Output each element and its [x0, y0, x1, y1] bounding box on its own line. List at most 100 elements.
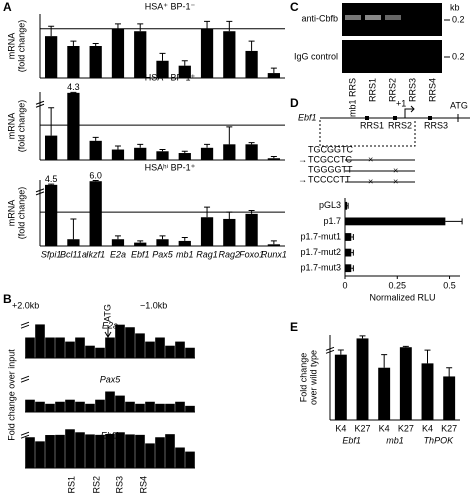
bar — [134, 31, 147, 78]
bar — [145, 401, 155, 412]
bar — [25, 337, 35, 358]
bar — [267, 158, 280, 160]
axis-break — [35, 100, 45, 108]
bar — [178, 65, 191, 78]
atg-arrow — [104, 325, 112, 338]
bar — [67, 239, 80, 246]
bar — [223, 31, 236, 78]
bar — [200, 217, 214, 246]
error-bar — [424, 349, 431, 364]
bar — [155, 403, 165, 412]
sequence: TGGGGTT — [308, 164, 353, 174]
x-tick-label: Rag2 — [219, 249, 241, 259]
bar — [223, 144, 236, 160]
error-bar — [402, 345, 409, 348]
y-label: (fold change) — [16, 20, 26, 73]
bar — [67, 46, 80, 78]
bar — [175, 401, 185, 412]
x-tick-label: Rag1 — [196, 249, 218, 259]
bar — [35, 401, 45, 412]
bar — [345, 248, 352, 257]
site-label: RRS2 — [91, 476, 101, 493]
site-label: RRS3 — [424, 120, 448, 130]
bar — [111, 239, 125, 246]
y-tick-label: p1.7-mut3 — [300, 263, 341, 273]
bar — [223, 218, 236, 246]
axis-break — [325, 346, 335, 354]
bar — [111, 28, 125, 78]
x-tick-label: Bcl11a — [60, 249, 87, 259]
bar — [156, 239, 169, 246]
error-bar — [248, 209, 255, 214]
y-label: Fold change — [298, 353, 308, 403]
bracket — [319, 120, 416, 147]
arrow: → — [298, 154, 307, 164]
gel-band — [345, 15, 361, 20]
bar — [85, 434, 95, 468]
panel-label: A — [3, 0, 12, 14]
gel-label: IgG control — [294, 51, 338, 61]
error-bar — [445, 218, 463, 225]
size-label: 0.2 — [452, 14, 465, 24]
error-bar — [159, 149, 166, 152]
site-mark — [365, 116, 369, 120]
error-bar — [70, 40, 77, 46]
error-bar — [114, 145, 121, 150]
bar — [345, 233, 352, 241]
bar — [67, 92, 80, 160]
bar — [165, 345, 175, 358]
lane-label: RRS1 — [367, 78, 377, 102]
site-mark — [393, 116, 397, 120]
bar — [25, 437, 35, 468]
x-tick-label: Sfpi1 — [41, 249, 62, 259]
bar — [145, 443, 155, 468]
error-bar — [226, 126, 233, 145]
bar — [85, 345, 95, 358]
bar — [443, 376, 456, 420]
site-label: RRS1 — [360, 120, 384, 130]
bar — [45, 337, 55, 358]
bar — [267, 73, 280, 78]
bar — [345, 201, 348, 210]
bar — [115, 324, 125, 358]
y-label: mRNA — [6, 113, 16, 140]
x-tick-label: Ikzf1 — [86, 249, 105, 259]
mutation: × — [368, 176, 373, 186]
size-label: 0.2 — [452, 51, 465, 61]
bar — [35, 441, 45, 468]
error-bar — [137, 240, 144, 243]
bar — [85, 403, 95, 412]
x-tick-label: mb1 — [176, 249, 194, 259]
bar — [35, 324, 45, 358]
error-bar — [92, 179, 99, 182]
error-bar — [226, 211, 233, 219]
site-label: RRS4 — [138, 476, 148, 493]
bar — [89, 46, 102, 78]
error-bar — [337, 349, 344, 355]
x-tick-label: E2a — [110, 249, 126, 259]
x-tick-label: Runx1 — [261, 249, 287, 259]
error-bar — [381, 354, 388, 368]
error-bar — [181, 237, 188, 241]
bar — [65, 429, 75, 468]
bar — [105, 391, 115, 412]
error-bar — [204, 143, 211, 148]
error-bar — [204, 20, 211, 29]
bar — [155, 437, 165, 468]
site-label: RRS1 — [66, 476, 76, 493]
bar — [75, 401, 85, 412]
x-tick-label: K27 — [398, 423, 414, 433]
atg-label: ATG — [102, 304, 112, 322]
error-bar — [351, 234, 354, 240]
bar — [45, 435, 55, 468]
bar — [185, 405, 195, 412]
y-label: over wild type — [308, 350, 318, 405]
gel-band — [365, 15, 381, 20]
atg-label: ATG — [450, 100, 468, 110]
bar — [125, 434, 135, 468]
chart-title: E2a — [102, 320, 118, 330]
bar — [156, 151, 169, 160]
axis-break — [20, 321, 30, 329]
error-bar — [347, 202, 349, 209]
error-bar — [204, 206, 211, 218]
